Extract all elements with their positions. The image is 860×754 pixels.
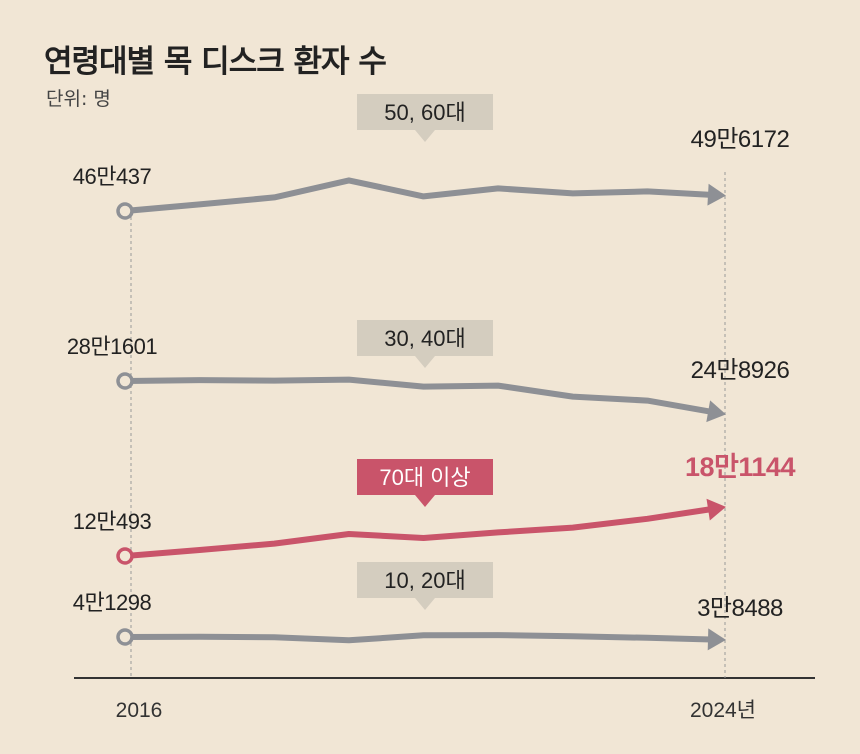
series-name-2: 70대 이상 [379, 465, 470, 490]
chart-title: 연령대별 목 디스크 환자 수 [44, 44, 387, 80]
series-start-point-2 [116, 547, 134, 565]
series-arrow-3 [707, 628, 726, 651]
series-name-0: 50, 60대 [384, 100, 465, 125]
series-end-label-1: 24만8926 [691, 357, 790, 384]
x-tick-end: 2024년 [690, 699, 756, 722]
series-name-box-1 [357, 320, 493, 368]
series-start-label-2: 12만493 [73, 509, 152, 534]
series-name-3: 10, 20대 [384, 568, 465, 593]
series-name-1: 30, 40대 [384, 326, 465, 351]
series-arrow-1 [706, 400, 726, 423]
x-tick-start: 2016 [116, 699, 163, 722]
series-line-0 [124, 177, 712, 214]
series-start-label-1: 28만1601 [67, 334, 157, 359]
series-end-label-3: 3만8488 [697, 595, 783, 622]
series-line-2 [124, 506, 712, 559]
series-start-label-3: 4만1298 [73, 590, 152, 615]
series-name-box-0 [357, 94, 493, 142]
series-end-label-0: 49만6172 [691, 126, 790, 153]
series-line-1 [124, 376, 712, 415]
series-name-box-3 [357, 562, 493, 610]
unit-label: 단위: 명 [46, 88, 111, 110]
series-line-3 [124, 632, 712, 644]
series-arrow-2 [706, 498, 726, 521]
series-name-box-2 [357, 459, 493, 507]
series-start-point-3 [116, 628, 134, 646]
series-start-point-0 [116, 202, 134, 220]
series-start-label-0: 46만437 [73, 164, 152, 189]
series-arrow-0 [707, 183, 726, 206]
series-end-label-2: 18만1144 [685, 452, 795, 482]
series-start-point-1 [116, 372, 134, 390]
